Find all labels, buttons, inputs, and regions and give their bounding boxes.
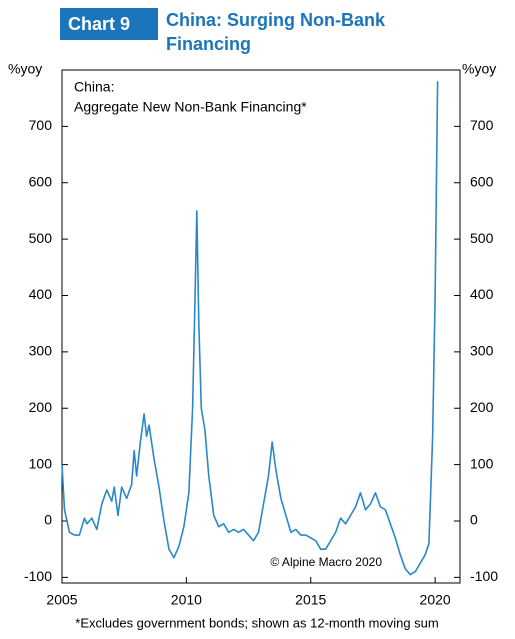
y2-tick-label: 200 bbox=[470, 399, 494, 415]
y2-tick-label: -100 bbox=[470, 568, 498, 584]
plot-title: Aggregate New Non-Bank Financing* bbox=[74, 99, 307, 115]
footnote: *Excludes government bonds; shown as 12-… bbox=[75, 615, 438, 630]
y-tick-label: 600 bbox=[29, 173, 53, 189]
y2-tick-label: 500 bbox=[470, 230, 494, 246]
chart-title: China: Surging Non-Bank Financing bbox=[166, 10, 385, 54]
y-tick-label: -100 bbox=[24, 568, 52, 584]
x-tick-label: 2015 bbox=[295, 592, 326, 608]
chart-label: Chart 9 bbox=[60, 8, 158, 40]
y-tick-label: 0 bbox=[44, 512, 52, 528]
plot-frame bbox=[61, 69, 461, 584]
y-tick-label: 500 bbox=[29, 230, 53, 246]
x-tick-label: 2005 bbox=[46, 592, 77, 608]
y2-tick-label: 700 bbox=[470, 117, 494, 133]
x-tick-label: 2010 bbox=[171, 592, 202, 608]
y-tick-label: 400 bbox=[29, 286, 53, 302]
y2-tick-label: 0 bbox=[470, 512, 478, 528]
y-axis-label: %yoy bbox=[8, 61, 42, 77]
y-tick-label: 300 bbox=[29, 343, 53, 359]
y2-axis-label: %yoy bbox=[462, 61, 496, 77]
plot-title: China: bbox=[74, 79, 114, 95]
y2-tick-label: 300 bbox=[470, 343, 494, 359]
y-tick-label: 200 bbox=[29, 399, 53, 415]
y2-tick-label: 600 bbox=[470, 173, 494, 189]
y-tick-label: 700 bbox=[29, 117, 53, 133]
y2-tick-label: 100 bbox=[470, 455, 494, 471]
line-series bbox=[61, 81, 439, 576]
y2-tick-label: 400 bbox=[470, 286, 494, 302]
credit: © Alpine Macro 2020 bbox=[270, 555, 382, 569]
x-tick-label: 2020 bbox=[420, 592, 451, 608]
y-tick-label: 100 bbox=[29, 455, 53, 471]
